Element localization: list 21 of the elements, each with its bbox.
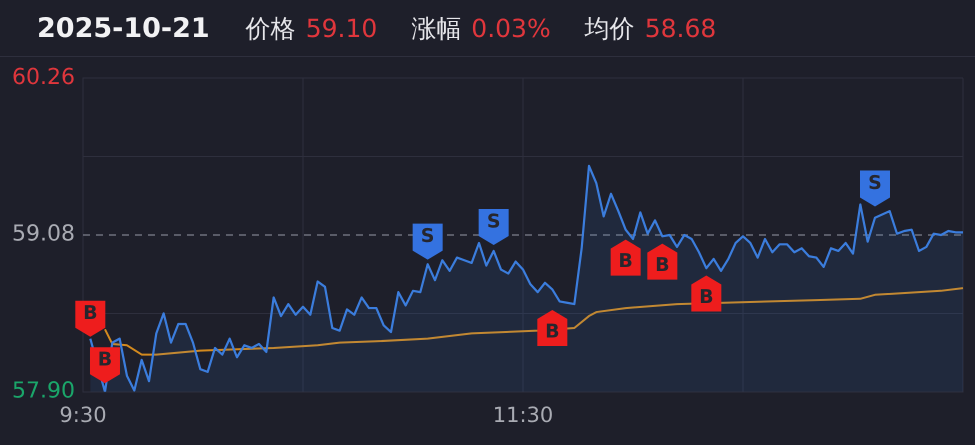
- text: 0.03%: [471, 14, 551, 42]
- y-tick-label: 57.90: [12, 378, 75, 404]
- text: 均价: [584, 12, 635, 44]
- x-tick-label: 11:30: [492, 402, 554, 427]
- text: 价格: [246, 12, 296, 44]
- text: 58.68: [644, 14, 716, 42]
- text: B: [545, 320, 560, 342]
- text: 59.10: [306, 14, 378, 42]
- text: S: [868, 172, 882, 194]
- text: B: [699, 286, 714, 308]
- series-label: B: [98, 348, 112, 371]
- y-tick-label: 59.08: [12, 222, 75, 247]
- text: S: [486, 210, 500, 232]
- text: B: [618, 250, 633, 272]
- text: 涨幅: [411, 12, 462, 44]
- text: B: [655, 254, 670, 276]
- text: B: [83, 302, 98, 324]
- series-label: S: [420, 225, 434, 248]
- y-tick-label: 60.26: [12, 64, 75, 90]
- chart-title: 2025-10-21: [37, 12, 210, 44]
- x-tick-label: 9:30: [59, 402, 107, 427]
